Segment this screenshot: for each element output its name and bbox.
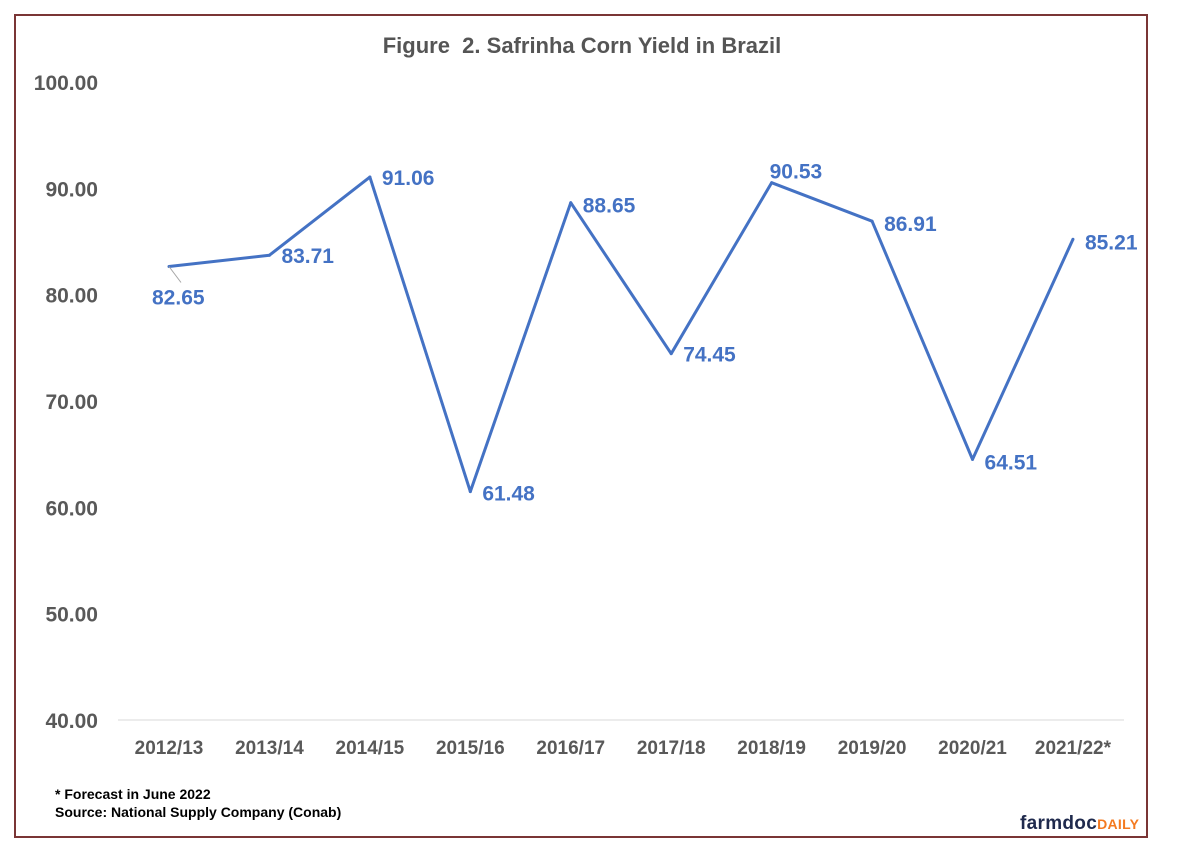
y-tick-label: 70.00 — [45, 391, 98, 414]
x-tick-label: 2013/14 — [235, 738, 304, 759]
series-line — [168, 175, 1075, 494]
farmdoc-logo: farmdocDAILY — [1020, 813, 1139, 835]
data-label: 90.53 — [770, 161, 823, 184]
data-label: 85.21 — [1085, 231, 1138, 254]
x-tick-label: 2012/13 — [135, 738, 204, 759]
y-tick-label: 60.00 — [45, 497, 98, 520]
data-point — [770, 181, 774, 185]
y-tick-label: 50.00 — [45, 604, 98, 627]
chart-frame — [14, 14, 1148, 838]
chart-title: Figure 2. Safrinha Corn Yield in Brazil — [383, 33, 782, 58]
logo-part1: farmdoc — [1020, 813, 1098, 834]
y-tick-label: 80.00 — [45, 285, 98, 308]
data-point — [468, 490, 472, 494]
logo-part2: DAILY — [1097, 816, 1140, 832]
data-point — [267, 253, 271, 257]
data-label: 86.91 — [884, 213, 937, 236]
y-tick-label: 100.00 — [34, 72, 98, 95]
x-tick-label: 2017/18 — [637, 738, 706, 759]
data-label: 64.51 — [985, 451, 1038, 474]
data-label: 83.71 — [281, 245, 334, 268]
x-tick-label: 2021/22* — [1035, 738, 1112, 759]
y-tick-label: 90.00 — [45, 178, 98, 201]
data-label: 74.45 — [683, 344, 736, 367]
x-tick-label: 2019/20 — [838, 738, 907, 759]
x-tick-label: 2018/19 — [737, 738, 806, 759]
data-point — [569, 201, 573, 205]
x-tick-label: 2020/21 — [938, 738, 1007, 759]
data-point — [669, 352, 673, 356]
footnote-forecast: * Forecast in June 2022 — [55, 786, 211, 802]
data-label: 82.65 — [152, 286, 205, 309]
data-label: 91.06 — [382, 167, 435, 190]
data-point — [1071, 237, 1075, 241]
data-point — [368, 175, 372, 179]
data-point — [971, 457, 975, 461]
data-label-leader-line — [168, 266, 182, 283]
footnote-source: Source: National Supply Company (Conab) — [55, 804, 342, 820]
x-tick-label: 2014/15 — [336, 738, 405, 759]
data-label: 88.65 — [583, 195, 636, 218]
x-tick-label: 2016/17 — [536, 738, 605, 759]
data-point — [870, 219, 874, 223]
x-tick-label: 2015/16 — [436, 738, 505, 759]
data-label: 61.48 — [482, 483, 535, 506]
y-tick-label: 40.00 — [45, 710, 98, 733]
